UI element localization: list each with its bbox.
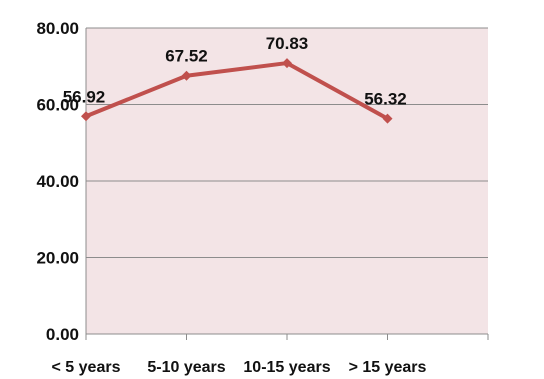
axes	[85, 28, 489, 340]
y-tick-label: 80.00	[36, 19, 79, 38]
x-tick-label: 10-15 years	[243, 359, 330, 376]
data-labels: 56.92 67.52 70.83 56.32	[63, 34, 407, 109]
data-point-marker	[282, 58, 292, 69]
x-tick-label: 5-10 years	[147, 359, 225, 376]
y-axis-tick-labels: 0.00 20.00 40.00 60.00 80.00	[36, 19, 79, 344]
x-tick-label: < 5 years	[52, 359, 121, 376]
y-tick-label: 40.00	[36, 172, 79, 191]
y-tick-label: 60.00	[36, 96, 79, 115]
x-axis-tick-labels: < 5 years 5-10 years 10-15 years > 15 years	[52, 359, 427, 376]
series-line	[85, 61, 389, 121]
data-point-marker	[181, 70, 192, 81]
data-label: 67.52	[165, 47, 208, 66]
data-point-marker	[382, 113, 393, 124]
gridlines	[86, 27, 488, 258]
x-tick-label: > 15 years	[349, 359, 427, 376]
y-tick-label: 20.00	[36, 249, 79, 268]
data-label: 56.32	[364, 90, 407, 109]
y-tick-label: 0.00	[46, 325, 79, 344]
data-label: 56.92	[63, 87, 106, 106]
series-line-group	[81, 58, 393, 124]
data-point-marker	[81, 111, 91, 122]
data-label: 70.83	[266, 34, 309, 53]
